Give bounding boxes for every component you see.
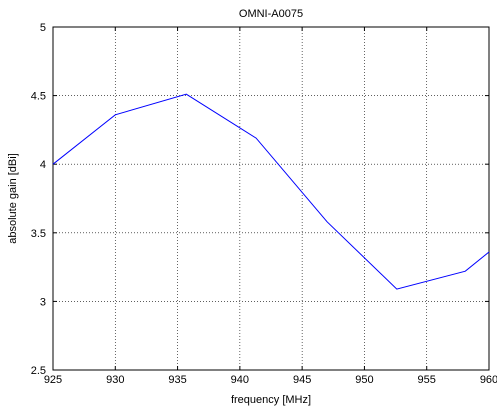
chart-title: OMNI-A0075 [239, 8, 303, 20]
y-tick-label: 4 [40, 159, 46, 171]
y-tick-label: 3 [40, 296, 46, 308]
series-group [52, 93, 490, 290]
y-tick-label: 5 [40, 22, 46, 34]
axis-ticks [52, 26, 490, 371]
grid-lines [53, 27, 489, 370]
x-tick-label: 960 [480, 374, 497, 386]
x-axis-tick-labels: 925 930 935 940 945 950 955 960 [44, 374, 497, 386]
series-line [52, 93, 490, 290]
y-tick-label: 3.5 [31, 228, 46, 240]
x-tick-label: 930 [106, 374, 124, 386]
x-axis-label: frequency [MHz] [231, 394, 311, 406]
x-tick-label: 955 [418, 374, 436, 386]
x-tick-label: 950 [355, 374, 373, 386]
x-tick-label: 925 [44, 374, 62, 386]
y-tick-label: 4.5 [31, 91, 46, 103]
plot-area-frame [52, 26, 490, 371]
y-axis-tick-labels: 2.5 3 3.5 4 4.5 5 [31, 22, 46, 377]
y-tick-label: 2.5 [31, 365, 46, 377]
x-tick-label: 940 [231, 374, 249, 386]
x-tick-label: 935 [168, 374, 186, 386]
y-axis-label: absolute gain [dBi] [7, 153, 19, 244]
x-tick-label: 945 [293, 374, 311, 386]
